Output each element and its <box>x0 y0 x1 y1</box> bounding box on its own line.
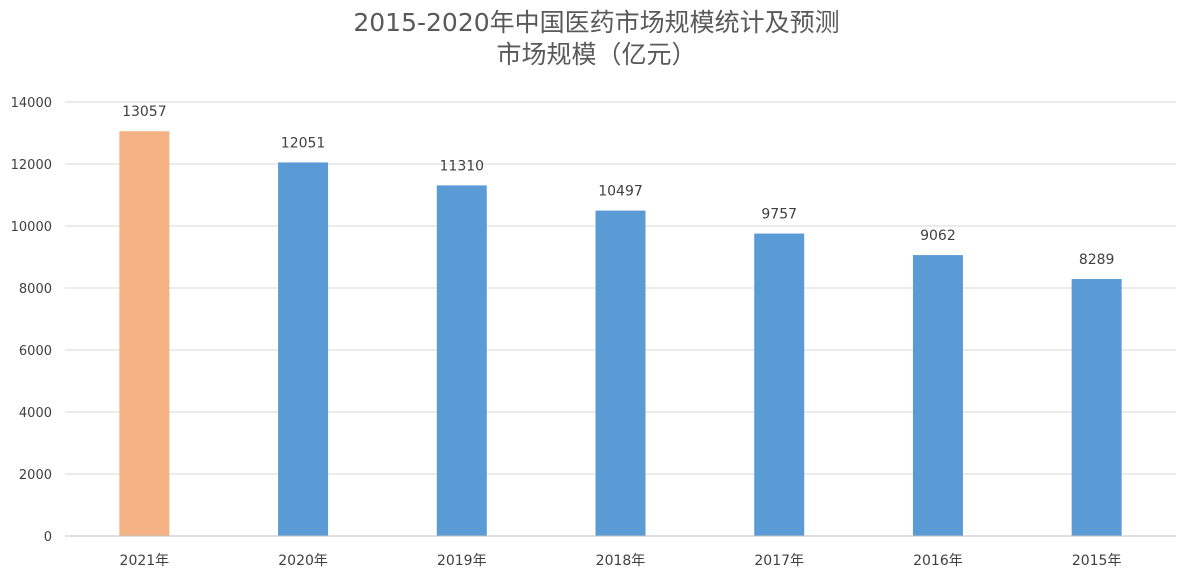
data-label: 12051 <box>281 135 326 151</box>
chart-title: 2015-2020年中国医药市场规模统计及预测 <box>353 8 840 37</box>
bar-2021年 <box>119 131 170 536</box>
x-tick-label: 2020年 <box>278 553 328 569</box>
bar-2019年 <box>436 185 487 536</box>
bar-2018年 <box>595 210 646 536</box>
y-tick-label: 4000 <box>19 406 52 421</box>
x-tick-label: 2018年 <box>596 553 646 569</box>
y-tick-label: 14000 <box>11 96 52 111</box>
bar-2017年 <box>754 233 805 536</box>
x-tick-label: 2017年 <box>754 553 804 569</box>
x-tick-label: 2016年 <box>913 553 963 569</box>
bar-2016年 <box>912 255 963 536</box>
x-tick-label: 2015年 <box>1072 553 1122 569</box>
y-tick-label: 6000 <box>19 344 52 359</box>
x-tick-label: 2019年 <box>437 553 487 569</box>
bar-2020年 <box>278 162 329 536</box>
bar-2015年 <box>1071 279 1122 536</box>
data-label: 13057 <box>122 104 167 120</box>
y-tick-label: 0 <box>44 530 52 545</box>
y-tick-label: 12000 <box>11 158 52 173</box>
data-label: 8289 <box>1079 252 1115 268</box>
y-tick-label: 8000 <box>19 282 52 297</box>
data-label: 10497 <box>598 184 643 200</box>
y-tick-label: 2000 <box>19 468 52 483</box>
data-label: 9062 <box>920 228 956 244</box>
x-tick-label: 2021年 <box>120 553 170 569</box>
y-tick-label: 10000 <box>11 220 52 235</box>
chart-subtitle: 市场规模（亿元） <box>496 40 697 69</box>
data-label: 9757 <box>761 207 797 223</box>
data-label: 11310 <box>440 158 485 174</box>
